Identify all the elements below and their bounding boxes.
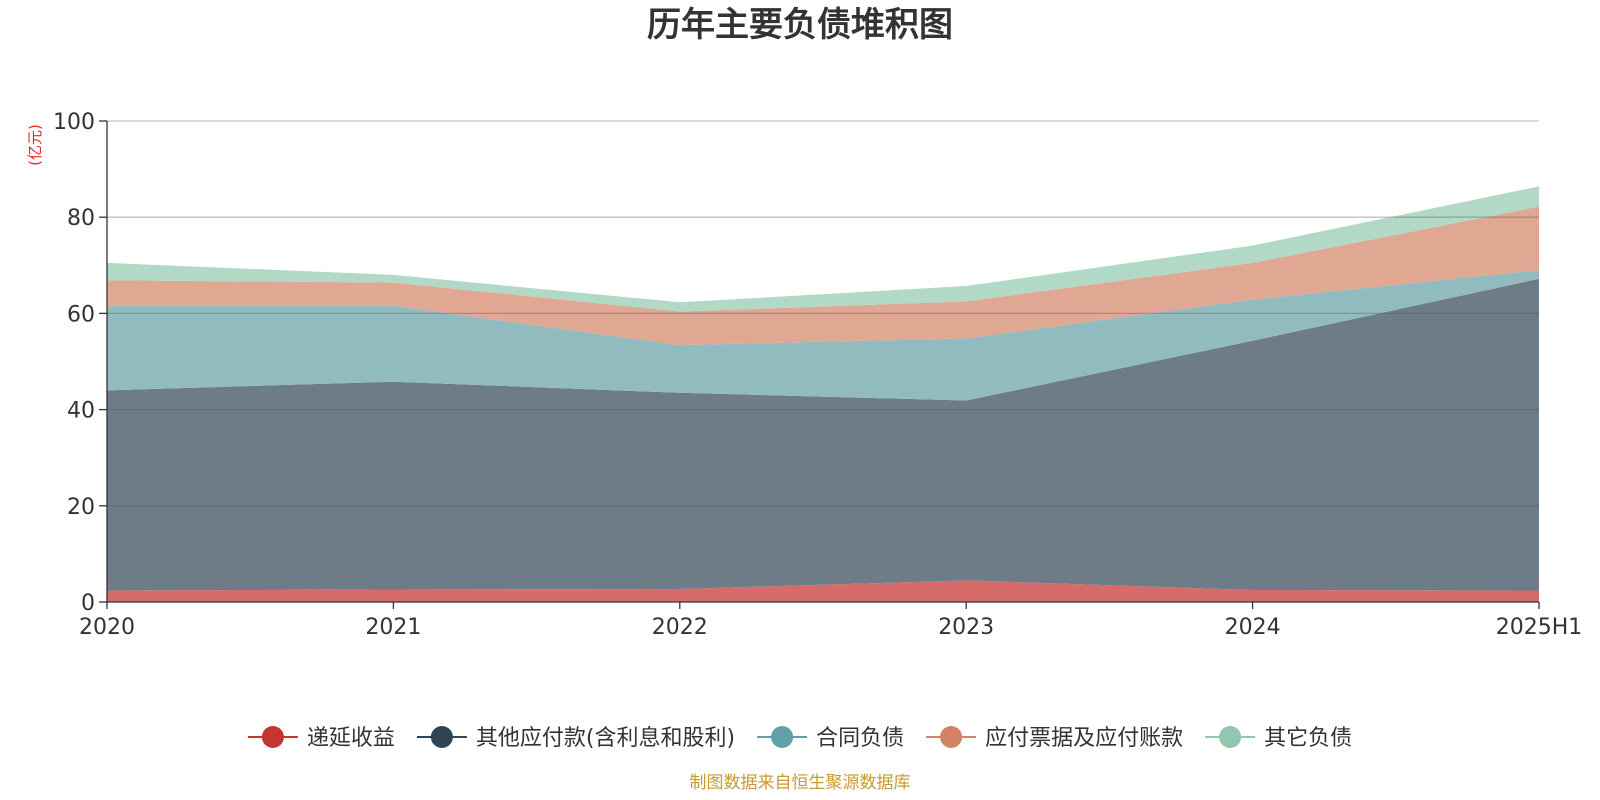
legend-label-3: 应付票据及应付账款	[985, 726, 1183, 751]
data-source-note: 制图数据来自恒生聚源数据库	[690, 773, 911, 793]
x-tick-label-2: 2022	[652, 615, 708, 640]
area-series-3	[107, 206, 1539, 346]
x-tick-label-5: 2025H1	[1496, 615, 1583, 640]
x-tick-label-1: 2021	[365, 615, 421, 640]
x-tick-label-4: 2024	[1225, 615, 1281, 640]
y-tick-label-1: 20	[67, 495, 95, 520]
y-tick-label-2: 40	[67, 399, 95, 424]
x-tick-label-3: 2023	[938, 615, 994, 640]
y-tick-label-4: 80	[67, 206, 95, 231]
legend[interactable]: 递延收益 其他应付款(含利息和股利) 合同负债 应付票据及应付账款 其它负债	[247, 726, 1352, 751]
area-series-0	[107, 580, 1539, 602]
legend-marker-4	[1219, 726, 1242, 748]
legend-marker-0	[261, 726, 284, 748]
x-axis-ticks: 2020 2021 2022 2023 2024 2025H1	[79, 602, 1582, 640]
grid-lines	[107, 120, 1539, 507]
legend-label-4: 其它负债	[1264, 726, 1352, 751]
legend-item-1[interactable]: 其他应付款(含利息和股利)	[416, 726, 735, 751]
y-tick-label-3: 60	[67, 302, 95, 327]
y-axis-ticks: 0 20 40 60 80 100	[53, 110, 107, 616]
plot-areas	[107, 186, 1539, 602]
legend-marker-1	[430, 726, 453, 748]
legend-marker-3	[940, 726, 963, 748]
y-unit-label: (亿元)	[26, 124, 44, 166]
y-tick-label-0: 0	[81, 591, 95, 616]
chart-title: 历年主要负债堆积图	[647, 5, 953, 45]
x-tick-label-0: 2020	[79, 615, 135, 640]
legend-item-2[interactable]: 合同负债	[757, 726, 904, 751]
y-tick-label-5: 100	[53, 110, 95, 135]
area-series-4	[107, 186, 1539, 312]
legend-marker-2	[771, 726, 794, 748]
area-series-2	[107, 270, 1539, 401]
legend-label-2: 合同负债	[816, 726, 904, 751]
legend-item-4[interactable]: 其它负债	[1205, 726, 1352, 751]
axes	[106, 121, 1539, 603]
legend-label-1: 其他应付款(含利息和股利)	[476, 726, 735, 751]
legend-label-0: 递延收益	[307, 726, 395, 751]
legend-item-3[interactable]: 应付票据及应付账款	[926, 726, 1183, 751]
legend-item-0[interactable]: 递延收益	[247, 726, 395, 751]
area-series-1	[107, 278, 1539, 591]
